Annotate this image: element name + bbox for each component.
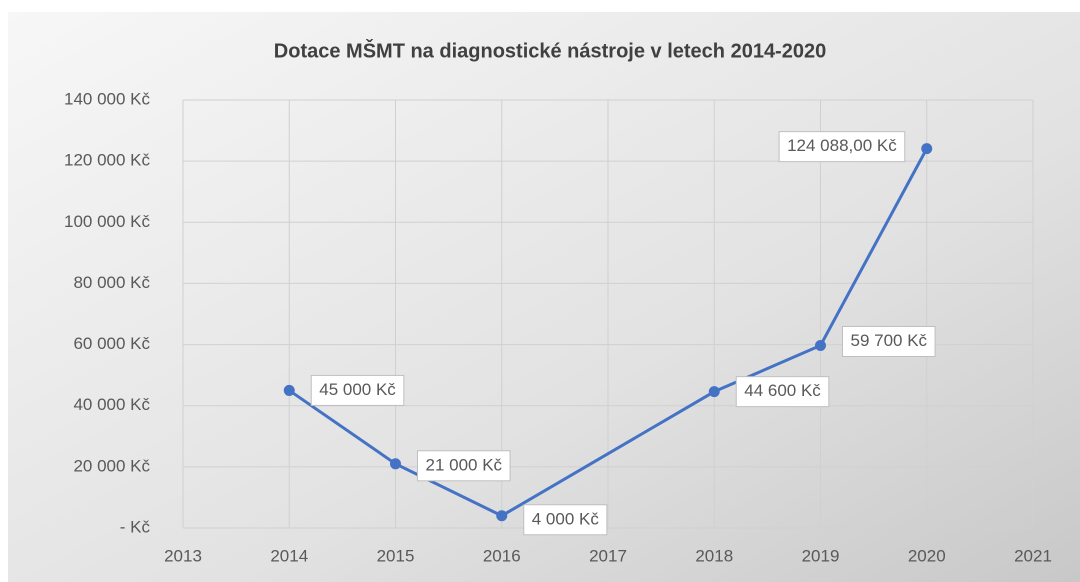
data-label-text: 45 000 Kč: [319, 380, 396, 399]
y-tick-label: 100 000 Kč: [64, 212, 151, 231]
data-label-box: [523, 504, 608, 536]
data-label: 4 000 Kč: [523, 504, 608, 536]
y-tick-label: 80 000 Kč: [73, 273, 150, 292]
data-label: 44 600 Kč: [735, 376, 830, 408]
data-label: 45 000 Kč: [310, 374, 405, 406]
data-label-box: [417, 450, 511, 482]
x-tick-label: 2020: [908, 546, 946, 565]
marker: [283, 384, 295, 396]
x-tick-label: 2017: [589, 546, 627, 565]
y-tick-label: 20 000 Kč: [73, 456, 150, 475]
data-label: 21 000 Kč: [417, 450, 511, 482]
data-label-box: [778, 131, 906, 163]
marker: [390, 458, 401, 470]
data-label-text: 124 088,00 Kč: [787, 136, 897, 155]
x-tick-label: 2014: [270, 546, 308, 565]
y-tick-label: 120 000 Kč: [64, 151, 151, 170]
data-label-box: [735, 376, 830, 408]
y-tick-label: - Kč: [120, 517, 151, 536]
x-tick-label: 2021: [1014, 546, 1052, 565]
data-label-text: 44 600 Kč: [744, 381, 821, 400]
y-tick-label: 140 000 Kč: [64, 89, 151, 108]
data-label-text: 21 000 Kč: [426, 455, 503, 474]
y-tick-label: 60 000 Kč: [73, 334, 150, 353]
y-tick-label: 40 000 Kč: [73, 395, 150, 414]
x-tick-label: 2016: [483, 546, 521, 565]
data-label-box: [310, 374, 405, 406]
x-tick-label: 2015: [377, 546, 415, 565]
marker: [815, 339, 826, 351]
data-label-text: 59 700 Kč: [851, 331, 928, 350]
data-label-box: [842, 325, 936, 357]
data-label: 59 700 Kč: [842, 325, 936, 357]
chart-background: [8, 12, 1080, 582]
line: [288, 147, 929, 518]
data-label-text: 4 000 Kč: [532, 509, 600, 528]
chart-title: Dotace MŠMT na diagnostické nástroje v l…: [274, 38, 826, 62]
data-label: 124 088,00 Kč: [778, 131, 906, 163]
x-tick-label: 2019: [802, 546, 840, 565]
marker: [921, 143, 933, 155]
marker: [496, 510, 508, 522]
x-tick-label: 2018: [695, 546, 733, 565]
marker: [708, 386, 720, 398]
x-tick-label: 2013: [164, 546, 202, 565]
